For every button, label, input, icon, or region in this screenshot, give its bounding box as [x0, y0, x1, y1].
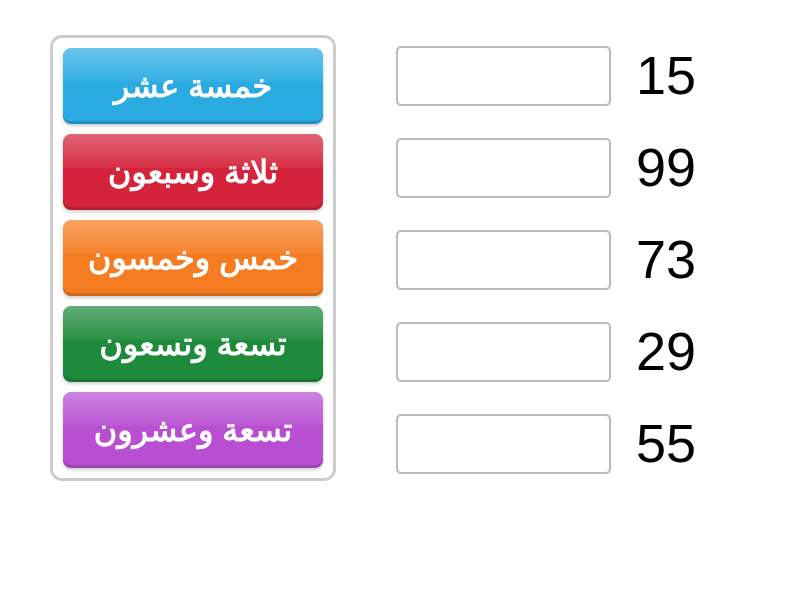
target-number: 55 [636, 413, 716, 475]
drop-zone[interactable] [396, 138, 611, 198]
draggable-tile[interactable]: تسعة وتسعون [63, 306, 323, 382]
target-row: 55 [396, 413, 716, 475]
target-number: 73 [636, 229, 716, 291]
draggable-tile[interactable]: ثلاثة وسبعون [63, 134, 323, 210]
targets-panel: 15 99 73 29 55 [396, 35, 716, 475]
draggable-tile[interactable]: تسعة وعشرون [63, 392, 323, 468]
draggable-tile[interactable]: خمس وخمسون [63, 220, 323, 296]
drop-zone[interactable] [396, 46, 611, 106]
target-row: 99 [396, 137, 716, 199]
tile-label: تسعة وعشرون [94, 411, 293, 449]
draggable-tile[interactable]: خمسة عشر [63, 48, 323, 124]
tile-label: خمسة عشر [114, 67, 272, 105]
target-row: 29 [396, 321, 716, 383]
drop-zone[interactable] [396, 414, 611, 474]
target-number: 99 [636, 137, 716, 199]
tile-label: ثلاثة وسبعون [108, 153, 278, 191]
target-row: 15 [396, 45, 716, 107]
target-number: 29 [636, 321, 716, 383]
matching-activity: خمسة عشر ثلاثة وسبعون خمس وخمسون تسعة وت… [0, 0, 800, 516]
draggables-panel: خمسة عشر ثلاثة وسبعون خمس وخمسون تسعة وت… [50, 35, 336, 481]
tile-label: تسعة وتسعون [99, 325, 286, 363]
drop-zone[interactable] [396, 230, 611, 290]
target-number: 15 [636, 45, 716, 107]
drop-zone[interactable] [396, 322, 611, 382]
target-row: 73 [396, 229, 716, 291]
tile-label: خمس وخمسون [88, 239, 298, 277]
